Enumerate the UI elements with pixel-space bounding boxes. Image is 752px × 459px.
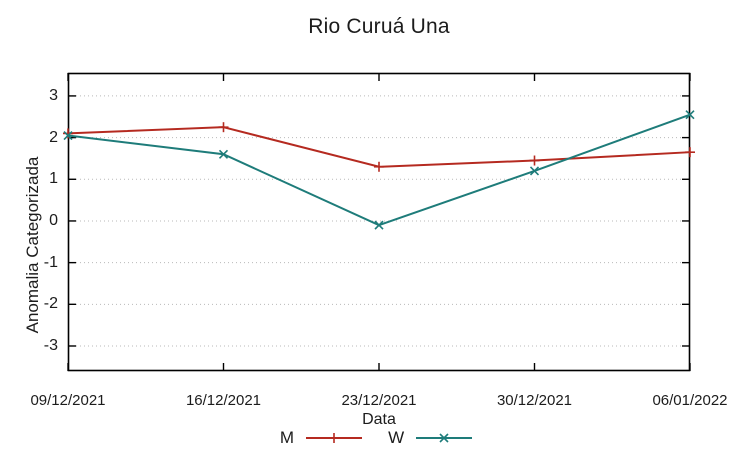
- legend-line-sample: [416, 433, 473, 443]
- chart-title: Rio Curuá Una: [308, 15, 450, 38]
- legend-series-label: W: [388, 428, 405, 447]
- y-tick-label: -3: [43, 336, 58, 354]
- y-tick-label: 0: [49, 211, 58, 229]
- legend-series-label: M: [279, 428, 295, 447]
- y-tick-label: 2: [49, 128, 58, 146]
- x-tick-label: 23/12/2021: [341, 392, 417, 409]
- legend-line-sample: [306, 433, 363, 443]
- x-tick-label: 16/12/2021: [185, 392, 262, 409]
- x-tick-label: 30/12/2021: [496, 392, 573, 409]
- y-tick-label: -1: [43, 253, 58, 271]
- legend-item-W: W: [388, 428, 473, 448]
- x-tick-label: 09/12/2021: [30, 392, 106, 409]
- plot-canvas: [63, 72, 695, 372]
- x-tick-label: 06/01/2022: [652, 392, 728, 409]
- legend-item-M: M: [279, 428, 363, 448]
- y-tick-label: -2: [43, 295, 58, 313]
- y-tick-label: 3: [49, 86, 58, 104]
- x-axis-label: Data: [362, 411, 396, 428]
- plot-area: [63, 72, 695, 372]
- y-tick-label: 1: [49, 170, 58, 188]
